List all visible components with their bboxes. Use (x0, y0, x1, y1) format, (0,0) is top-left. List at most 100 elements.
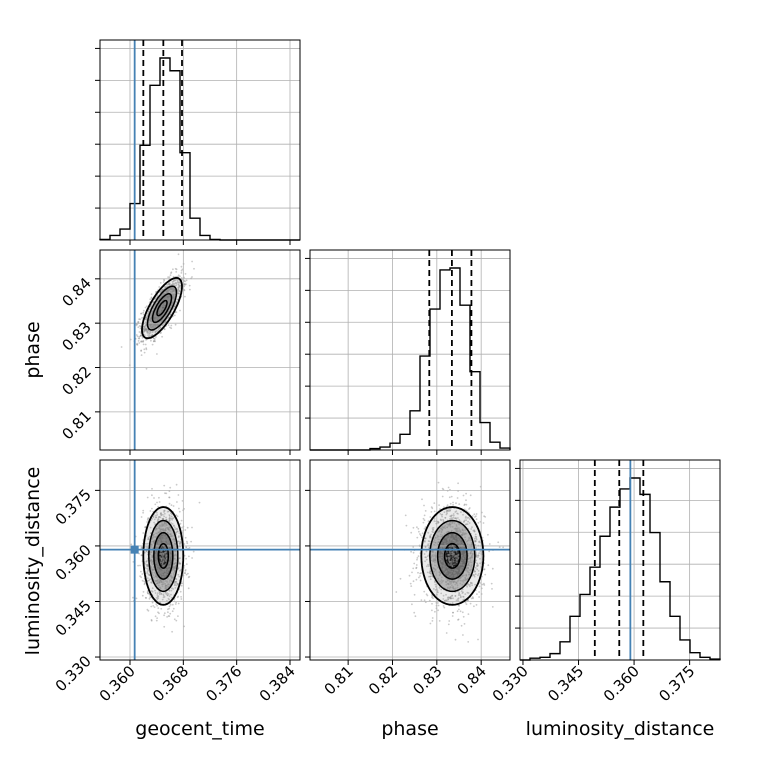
panel-2-1-sample-point (449, 595, 452, 598)
panel-1-0-sample-point (170, 271, 173, 274)
panel-2-1-sample-point (467, 564, 469, 566)
panel-1-0-sample-point (162, 281, 165, 283)
panel-2-1-sample-point (483, 568, 485, 571)
panel-2-1-sample-point (430, 533, 432, 536)
panel-1-0-sample-point (179, 287, 182, 289)
panel-2-0-sample-point (177, 540, 180, 543)
panel-2-0-sample-point (177, 602, 180, 605)
panel-2-0-sample-point (162, 535, 165, 538)
panel-2-1-sample-point (454, 560, 457, 563)
panel-2-1-sample-point (438, 561, 441, 564)
panel-2-1-sample-point (453, 587, 455, 590)
panel-2-1-sample-point (471, 515, 474, 517)
ytick-label-phase-1: 0.82 (58, 363, 94, 399)
panel-2-0-sample-point (150, 560, 153, 562)
panel-1-0-sample-point (143, 330, 146, 333)
panel-2-1-sample-point (450, 538, 453, 541)
panel-2-0-sample-point (154, 579, 157, 582)
panel-1-0-sample-point (166, 283, 169, 286)
panel-1-0-sample-point (163, 306, 165, 309)
panel-1-0-sample-point (149, 334, 151, 337)
panel-2-1-sample-point (443, 564, 445, 567)
panel-2-1-sample-point (440, 547, 442, 549)
panel-1-0-sample-point (140, 354, 143, 356)
panel-2-1-sample-point (467, 573, 470, 576)
panel-2-0-sample-point (166, 540, 169, 543)
panel-1-0-sample-point (159, 309, 161, 312)
panel-2-1-sample-point (454, 530, 457, 532)
panel-2-0-sample-point (166, 527, 169, 529)
panel-2-1-sample-point (432, 554, 434, 556)
panel-2-1-sample-point (429, 570, 432, 573)
panel-2-0-sample-point (155, 535, 157, 538)
panel-2-1-sample-point (455, 573, 457, 576)
panel-2-0-sample-point (155, 558, 158, 561)
panel-2-1-sample-point (460, 595, 462, 598)
panel-1-0-sample-point (160, 319, 163, 322)
panel-1-0-sample-point (146, 315, 148, 318)
panel-2-0-sample-point (149, 553, 152, 556)
panel-1-0-sample-point (185, 279, 188, 282)
panel-1-0-sample-point (154, 325, 157, 328)
panel-1-0-sample-point (145, 328, 148, 331)
panel-2-0-sample-point (162, 558, 164, 560)
panel-1-0-sample-point (155, 318, 158, 320)
panel-1-0-sample-point (170, 290, 173, 293)
panel-2-0-sample-point (165, 558, 168, 561)
panel-1-0-sample-point (140, 349, 143, 352)
panel-2-0-sample-point (187, 572, 189, 575)
panel-1-0-sample-point (138, 325, 141, 327)
panel-2-1-sample-point (483, 584, 486, 586)
panel-2-1-sample-point (477, 638, 479, 641)
panel-2-1-sample-point (448, 530, 450, 533)
panel-1-0-sample-point (171, 283, 173, 286)
panel-1-0-sample-point (144, 306, 147, 309)
panel-1-0-sample-point (158, 317, 161, 320)
panel-2-1-sample-point (463, 579, 466, 582)
panel-2-0-sample-point (155, 516, 158, 519)
panel-2-0-sample-point (163, 536, 166, 539)
panel-1-0-sample-point (156, 324, 158, 327)
panel-1-0-sample-point (167, 289, 170, 292)
panel-1-0-sample-point (167, 299, 170, 302)
panel-1-0-sample-point (173, 294, 175, 296)
panel-2-0-sample-point (166, 592, 169, 595)
panel-2-0-sample-point (160, 521, 163, 524)
panel-1-0-sample-point (151, 326, 154, 329)
panel-2-0-sample-point (157, 531, 160, 534)
panel-1-0-sample-point (166, 298, 169, 301)
panel-2-1-sample-point (439, 564, 442, 567)
panel-2-0-sample-point (164, 572, 166, 575)
panel-1-0-sample-point (162, 303, 165, 305)
panel-1-0-sample-point (159, 297, 161, 300)
panel-2-1-sample-point (423, 528, 426, 530)
panel-2-0-sample-point (176, 528, 179, 531)
panel-2-0-sample-point (157, 563, 159, 566)
panel-2-0-sample-point (154, 555, 157, 558)
panel-2-1-sample-point (412, 580, 415, 583)
panel-2-1-sample-point (497, 541, 500, 544)
panel-2-0-sample-point (148, 579, 151, 582)
panel-2-1-sample-point (455, 517, 458, 520)
panel-2-1-sample-point (461, 534, 464, 537)
panel-2-0-sample-point (168, 520, 171, 523)
panel-1-0-sample-point (150, 326, 153, 328)
panel-1-0-sample-point (167, 299, 170, 301)
panel-2-1-sample-point (466, 591, 469, 594)
panel-2-1-sample-point (428, 575, 430, 578)
panel-2-1-sample-point (433, 541, 435, 543)
panel-2-1-sample-point (439, 563, 442, 565)
panel-2-0-sample-point (171, 519, 174, 521)
panel-2-1-sample-point (448, 560, 451, 563)
panel-2-1-sample-point (454, 572, 457, 574)
panel-2-0-sample-point (170, 558, 173, 561)
panel-1-0-sample-point (159, 291, 162, 293)
panel-2-0-sample-point (164, 559, 167, 562)
panel-2-1-sample-point (442, 551, 445, 554)
panel-2-0-sample-point (159, 557, 162, 559)
panel-2-1-sample-point (431, 596, 433, 599)
panel-2-1-sample-point (449, 570, 451, 573)
panel-1-0-sample-point (145, 328, 148, 331)
panel-2-1-sample-point (451, 580, 454, 582)
panel-1-0-sample-point (154, 310, 157, 313)
